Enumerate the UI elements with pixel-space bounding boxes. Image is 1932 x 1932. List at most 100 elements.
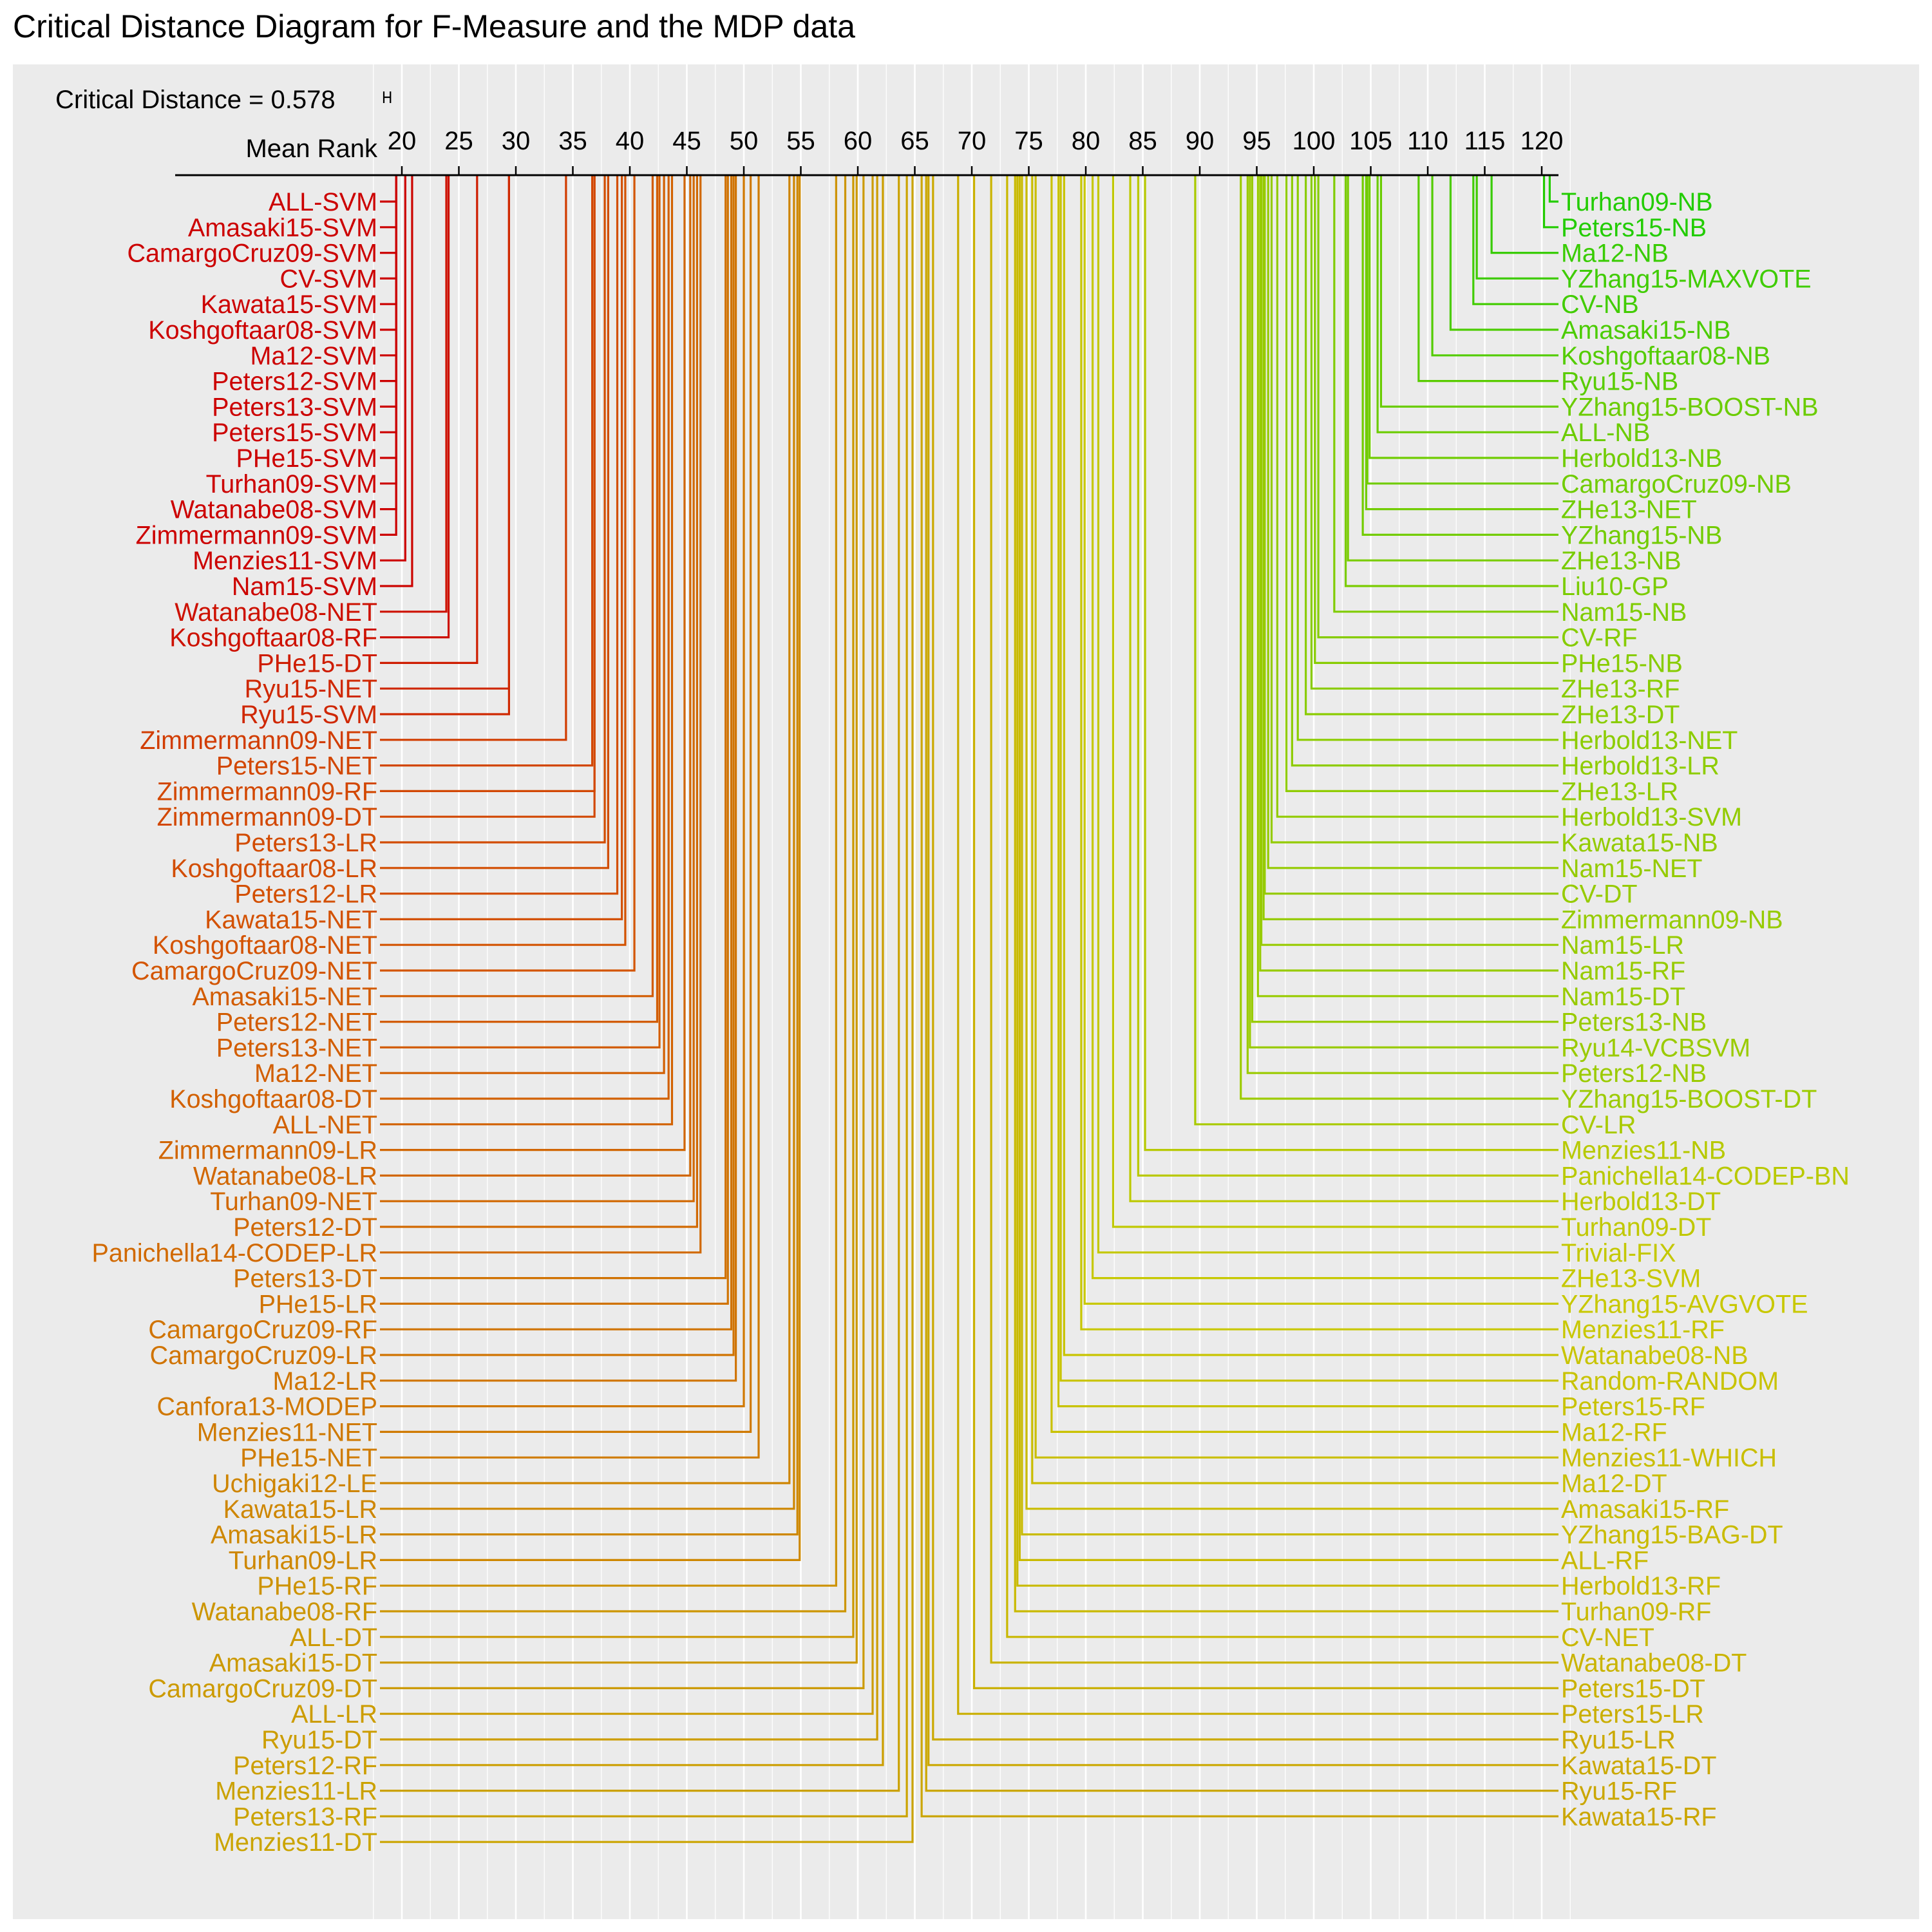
label-zimmermann09-nb: Zimmermann09-NB: [1561, 905, 1783, 934]
label-camargocruz09-rf: CamargoCruz09-RF: [148, 1316, 377, 1344]
connector-all-nb: [1376, 175, 1558, 433]
label-phe15-nb: PHe15-NB: [1561, 649, 1683, 677]
label-peters12-lr: Peters12-LR: [234, 880, 377, 909]
gridlines: [373, 64, 1571, 1919]
connector-phe15-lr: [380, 175, 729, 1305]
axis-tick-label: 65: [900, 127, 929, 155]
connector-uchigaki12-le: [380, 175, 791, 1484]
connector-all-net: [380, 175, 674, 1126]
label-peters13-rf: Peters13-RF: [233, 1803, 377, 1831]
connector-lines: [380, 175, 1558, 1843]
label-peters13-net: Peters13-NET: [216, 1034, 377, 1062]
label-amasaki15-net: Amasaki15-NET: [192, 983, 377, 1011]
connector-liu10-gp: [1344, 175, 1558, 587]
connector-zhe13-svm: [1092, 175, 1558, 1280]
axis-tick-label: 95: [1242, 127, 1271, 155]
label-kawata15-net: Kawata15-NET: [205, 905, 377, 934]
label-kawata15-dt: Kawata15-DT: [1561, 1752, 1717, 1780]
label-ryu15-nb: Ryu15-NB: [1561, 368, 1678, 396]
connector-phe15-rf: [380, 175, 837, 1587]
label-ma12-dt: Ma12-DT: [1561, 1470, 1667, 1498]
label-yzhang15-bag-dt: YZhang15-BAG-DT: [1561, 1521, 1783, 1549]
connector-peters12-dt: [380, 175, 699, 1228]
connector-peters13-dt: [380, 175, 727, 1280]
label-koshgoftaar08-nb: Koshgoftaar08-NB: [1561, 342, 1770, 370]
connector-kawata15-dt: [927, 175, 1558, 1766]
label-cv-net: CV-NET: [1561, 1624, 1654, 1652]
connector-ma12-nb: [1490, 175, 1558, 254]
label-amasaki15-svm: Amasaki15-SVM: [188, 214, 377, 242]
label-watanabe08-net: Watanabe08-NET: [175, 598, 377, 627]
label-panichella14-codep-bn: Panichella14-CODEP-BN: [1561, 1162, 1850, 1190]
connector-herbold13-svm: [1276, 175, 1558, 818]
label-turhan09-lr: Turhan09-LR: [229, 1546, 377, 1575]
connector-koshgoftaar08-rf: [380, 175, 450, 639]
connector-peters13-rf: [380, 175, 908, 1817]
connector-turhan09-net: [380, 175, 695, 1202]
label-nam15-net: Nam15-NET: [1561, 855, 1703, 883]
label-all-net: ALL-NET: [273, 1111, 377, 1139]
connector-zhe13-net: [1365, 175, 1558, 511]
label-peters15-nb: Peters15-NB: [1561, 214, 1707, 242]
label-peters12-rf: Peters12-RF: [233, 1752, 377, 1780]
connector-camargocruz09-nb: [1366, 175, 1558, 485]
connector-cv-net: [1006, 175, 1558, 1638]
label-phe15-rf: PHe15-RF: [257, 1572, 377, 1600]
label-turhan09-svm: Turhan09-SVM: [206, 470, 377, 498]
connector-ma12-dt: [1031, 175, 1558, 1484]
connector-peters12-rf: [380, 175, 884, 1766]
label-ryu15-lr: Ryu15-LR: [1561, 1726, 1676, 1754]
connector-camargocruz09-lr: [380, 175, 735, 1356]
connector-watanabe08-dt: [990, 175, 1558, 1664]
connector-turhan09-lr: [380, 175, 801, 1561]
label-cv-lr: CV-LR: [1561, 1111, 1636, 1139]
connector-ma12-rf: [1050, 175, 1558, 1433]
connector-nam15-lr: [1260, 175, 1558, 946]
connector-amasaki15-rf: [1025, 175, 1558, 1510]
label-phe15-lr: PHe15-LR: [259, 1290, 377, 1318]
connector-amasaki15-dt: [380, 175, 858, 1664]
axis-tick-label: 100: [1293, 127, 1336, 155]
label-camargocruz09-nb: CamargoCruz09-NB: [1561, 470, 1792, 498]
connector-camargocruz09-rf: [380, 175, 733, 1331]
label-koshgoftaar08-dt: Koshgoftaar08-DT: [169, 1085, 377, 1113]
label-peters12-nb: Peters12-NB: [1561, 1059, 1707, 1088]
connector-canfora13-modep: [380, 175, 745, 1408]
label-zimmermann09-dt: Zimmermann09-DT: [157, 803, 377, 831]
connector-ryu15-rf: [925, 175, 1558, 1792]
label-menzies11-nb: Menzies11-NB: [1561, 1137, 1726, 1165]
connector-nam15-rf: [1259, 175, 1558, 972]
label-kawata15-nb: Kawata15-NB: [1561, 829, 1718, 857]
label-random-random: Random-RANDOM: [1561, 1367, 1779, 1396]
connector-panichella14-codep-lr: [380, 175, 702, 1254]
label-menzies11-which: Menzies11-WHICH: [1561, 1444, 1777, 1472]
axis-tick-label: 45: [672, 127, 701, 155]
label-zhe13-rf: ZHe13-RF: [1561, 675, 1680, 703]
label-turhan09-nb: Turhan09-NB: [1561, 188, 1713, 216]
axis-tick-label: 75: [1014, 127, 1043, 155]
connector-watanabe08-lr: [380, 175, 692, 1177]
connector-ma12-lr: [380, 175, 737, 1382]
treatment-labels: ALL-SVMAmasaki15-SVMCamargoCruz09-SVMCV-…: [92, 188, 1850, 1857]
connector-camargocruz09-dt: [380, 175, 865, 1689]
label-yzhang15-maxvote: YZhang15-MAXVOTE: [1561, 265, 1812, 293]
label-ma12-rf: Ma12-RF: [1561, 1418, 1667, 1446]
label-kawata15-lr: Kawata15-LR: [223, 1495, 377, 1524]
label-peters13-dt: Peters13-DT: [233, 1265, 377, 1293]
label-peters12-net: Peters12-NET: [216, 1009, 377, 1037]
connector-nam15-nb: [1333, 175, 1558, 613]
connector-menzies11-net: [380, 175, 752, 1433]
connector-all-rf: [1018, 175, 1558, 1561]
axis-tick-label: 105: [1349, 127, 1392, 155]
rank-axis: 20 25 30 35 40 45 50 55 60 65 70 75 80 85 90 95 100 105 11…: [55, 86, 1563, 176]
connector-herbold13-nb: [1368, 175, 1558, 459]
connector-peters15-lr: [957, 175, 1558, 1715]
connector-cv-dt: [1264, 175, 1558, 895]
connector-herbold13-dt: [1129, 175, 1558, 1202]
label-peters12-svm: Peters12-SVM: [212, 368, 377, 396]
axis-tick-label: 30: [502, 127, 531, 155]
connector-menzies11-nb: [1144, 175, 1558, 1151]
label-ryu14-vcbsvm: Ryu14-VCBSVM: [1561, 1034, 1750, 1062]
connector-yzhang15-avgvote: [1083, 175, 1558, 1305]
label-amasaki15-nb: Amasaki15-NB: [1561, 316, 1730, 345]
